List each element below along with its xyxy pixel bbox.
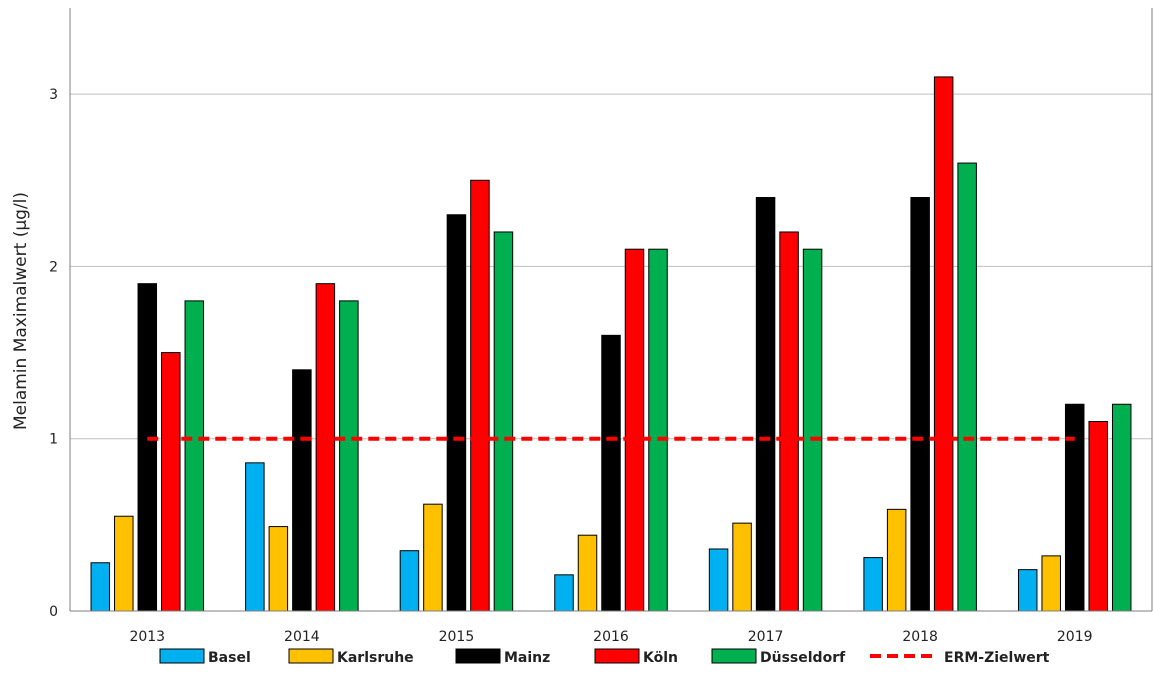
legend-label: ERM-Zielwert — [944, 650, 1050, 666]
bar-basel-2014 — [245, 462, 265, 612]
bar-köln-2017 — [779, 231, 799, 612]
bar-karlsruhe-2015 — [423, 503, 443, 612]
bar-köln-2018 — [933, 76, 954, 612]
bar-basel-2016 — [554, 574, 574, 612]
x-tick-label: 2013 — [129, 629, 165, 645]
y-axis-title: Melamin Maximalwert (µg/l) — [11, 192, 31, 430]
bars — [90, 76, 1132, 612]
bar-düsseldorf-2017 — [802, 248, 823, 612]
bar-mainz-2016 — [601, 334, 621, 612]
bar-düsseldorf-2018 — [957, 162, 977, 612]
legend-label: Basel — [208, 650, 251, 666]
y-tick-labels: 0 1 2 3 — [49, 87, 58, 620]
bar-mainz-2019 — [1064, 403, 1085, 612]
x-tick-label: 2019 — [1057, 629, 1093, 645]
bar-köln-2015 — [470, 179, 490, 612]
bar-karlsruhe-2019 — [1041, 555, 1061, 612]
bar-düsseldorf-2013 — [184, 300, 205, 612]
bar-köln-2016 — [624, 248, 645, 612]
legend-label: Köln — [643, 650, 678, 666]
bar-basel-2018 — [863, 557, 883, 612]
bar-karlsruhe-2016 — [577, 534, 598, 612]
bar-düsseldorf-2016 — [648, 248, 668, 612]
bar-mainz-2013 — [137, 283, 158, 612]
legend-swatch — [594, 648, 640, 664]
legend-swatch — [455, 648, 501, 664]
y-tick-label: 0 — [49, 604, 58, 620]
legend: Basel Karlsruhe Mainz Köln Düsseldorf ERM-Zie… — [159, 648, 1050, 666]
bar-düsseldorf-2014 — [339, 300, 359, 612]
bar-karlsruhe-2014 — [268, 526, 289, 612]
x-tick-label: 2014 — [284, 629, 320, 645]
bar-köln-2013 — [161, 352, 181, 612]
legend-swatch — [159, 648, 205, 664]
legend-label: Karlsruhe — [337, 650, 414, 666]
bar-mainz-2015 — [446, 214, 467, 612]
legend-swatch — [288, 648, 334, 664]
bar-köln-2014 — [315, 283, 336, 612]
legend-swatch — [711, 648, 757, 664]
y-tick-label: 3 — [49, 87, 58, 103]
bar-basel-2015 — [399, 550, 420, 612]
bar-mainz-2018 — [910, 197, 930, 612]
y-tick-label: 1 — [49, 432, 58, 448]
legend-label: Mainz — [504, 650, 550, 666]
y-tick-label: 2 — [49, 259, 58, 275]
axes — [69, 8, 1153, 612]
bar-mainz-2014 — [292, 369, 312, 612]
x-tick-label: 2015 — [439, 629, 475, 645]
legend-label: Düsseldorf — [760, 650, 846, 666]
x-tick-label: 2018 — [902, 629, 938, 645]
bar-karlsruhe-2017 — [732, 522, 752, 612]
bar-basel-2017 — [708, 548, 729, 612]
x-tick-labels: 2013 2014 2015 2016 2017 2018 2019 — [129, 629, 1092, 645]
bar-mainz-2017 — [755, 197, 776, 612]
bar-düsseldorf-2015 — [493, 231, 514, 612]
bar-köln-2019 — [1088, 420, 1108, 612]
bar-basel-2019 — [1017, 569, 1038, 612]
bar-düsseldorf-2019 — [1111, 403, 1132, 612]
bar-karlsruhe-2013 — [114, 515, 134, 612]
bar-basel-2013 — [90, 562, 111, 612]
x-tick-label: 2016 — [593, 629, 629, 645]
bar-karlsruhe-2018 — [886, 508, 907, 612]
x-tick-label: 2017 — [748, 629, 784, 645]
